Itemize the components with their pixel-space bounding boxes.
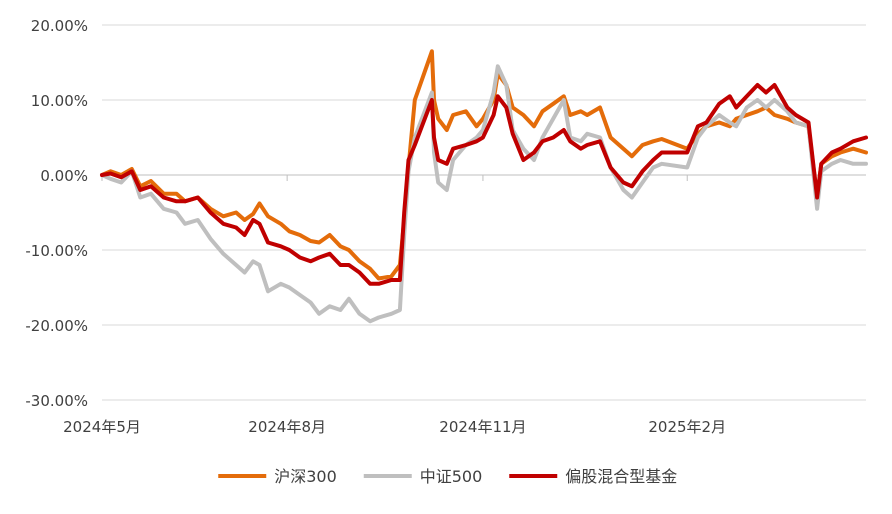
legend: 沪深300 中证500 偏股混合型基金 (218, 467, 677, 486)
x-tick-label: 2024年11月 (439, 418, 526, 436)
legend-label-0: 沪深300 (274, 467, 337, 486)
legend-label-2: 偏股混合型基金 (565, 467, 677, 486)
axes: 20.00% 10.00% 0.00% -10.00% -20.00% -30.00% 20… (25, 17, 726, 436)
y-tick-label: 10.00% (31, 92, 88, 110)
series-line-2 (100, 83, 868, 286)
grid-lines (102, 24, 866, 401)
series-lines (100, 49, 868, 324)
x-tick-label: 2025年2月 (648, 418, 726, 436)
x-tick-label: 2024年5月 (63, 418, 141, 436)
legend-label-1: 中证500 (420, 467, 483, 486)
y-tick-label: -20.00% (25, 317, 88, 335)
y-tick-label: 20.00% (31, 17, 88, 35)
x-tick-label: 2024年8月 (248, 418, 326, 436)
series-line-0 (100, 49, 868, 281)
y-tick-label: 0.00% (40, 167, 88, 185)
y-tick-label: -10.00% (25, 242, 88, 260)
y-tick-label: -30.00% (25, 392, 88, 410)
series-line-1 (100, 64, 868, 324)
